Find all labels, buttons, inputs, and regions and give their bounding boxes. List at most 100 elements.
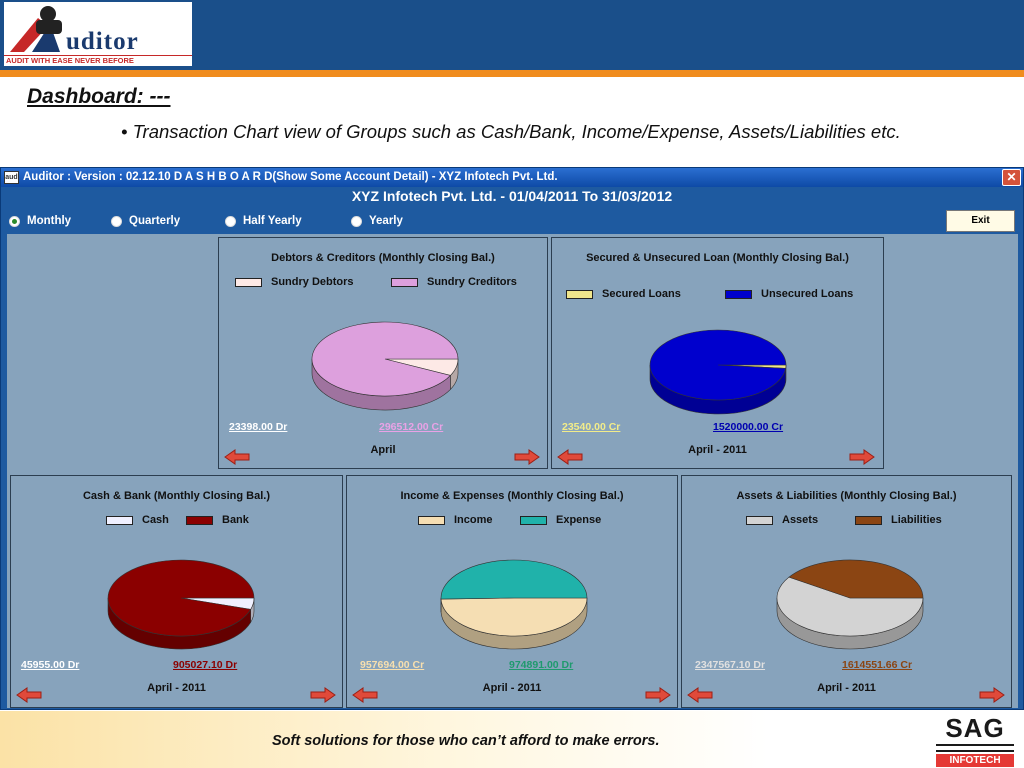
pie-chart	[776, 559, 924, 650]
legend-item: Unsecured Loans	[725, 288, 853, 300]
legend-swatch	[106, 515, 133, 525]
logo-tagline: AUDIT WITH EASE NEVER BEFORE	[4, 55, 192, 66]
radio-yearly[interactable]: Yearly	[351, 215, 403, 227]
previous-arrow-icon[interactable]	[687, 687, 713, 703]
radio-empty-icon[interactable]	[351, 215, 362, 227]
panel-title: Secured & Unsecured Loan (Monthly Closin…	[586, 252, 849, 264]
next-arrow-icon[interactable]	[979, 687, 1005, 703]
radio-selected-icon[interactable]	[9, 215, 20, 227]
sag-logo-lines	[936, 744, 1014, 752]
pie-slice-unsecured-loans[interactable]	[649, 329, 787, 401]
legend-swatch	[725, 289, 752, 299]
radio-half-yearly[interactable]: Half Yearly	[225, 215, 302, 227]
app-window: aud Auditor : Version : 02.12.10 D A S H…	[0, 167, 1024, 710]
radio-monthly[interactable]: Monthly	[9, 215, 71, 227]
amount-left[interactable]: 2347567.10 Dr	[695, 659, 766, 671]
legend-swatch	[566, 289, 593, 299]
app-icon: aud	[4, 171, 19, 184]
company-heading: XYZ Infotech Pvt. Ltd. - 01/04/2011 To 3…	[351, 188, 673, 204]
legend-swatch	[746, 515, 773, 525]
legend-label: Assets	[782, 514, 819, 526]
legend-swatch	[186, 515, 213, 525]
amount-left[interactable]: 23540.00 Cr	[562, 421, 621, 433]
legend-label: Bank	[222, 514, 249, 526]
previous-arrow-icon[interactable]	[16, 687, 42, 703]
legend-label: Sundry Creditors	[427, 276, 517, 288]
month-label: April - 2011	[817, 682, 876, 694]
amount-left[interactable]: 957694.00 Cr	[360, 659, 425, 671]
amount-right[interactable]: 905027.10 Dr	[173, 659, 238, 671]
previous-arrow-icon[interactable]	[557, 449, 583, 465]
pie-slice-sundry-creditors[interactable]	[311, 321, 459, 397]
slide-title: Dashboard: ---	[27, 85, 171, 108]
panel-secured-unsecured-loan: Secured & Unsecured Loan (Monthly Closin…	[551, 237, 884, 469]
legend-label: Liabilities	[891, 514, 942, 526]
footer-slogan: Soft solutions for those who can’t affor…	[272, 733, 660, 749]
legend-item: Income	[418, 514, 493, 526]
legend-item: Assets	[746, 514, 818, 526]
pie-slice-assets[interactable]	[776, 576, 924, 637]
legend-item: Bank	[186, 514, 249, 526]
radio-label: Quarterly	[129, 215, 181, 227]
radio-quarterly[interactable]: Quarterly	[111, 215, 180, 227]
next-arrow-icon[interactable]	[645, 687, 671, 703]
pie-chart	[649, 329, 787, 415]
amount-left[interactable]: 45955.00 Dr	[21, 659, 80, 671]
amount-right[interactable]: 1520000.00 Cr	[713, 421, 784, 433]
amount-right[interactable]: 296512.00 Cr	[379, 421, 444, 433]
month-label: April	[370, 444, 396, 456]
legend-label: Sundry Debtors	[271, 276, 354, 288]
legend-label: Secured Loans	[602, 288, 681, 300]
previous-arrow-icon[interactable]	[352, 687, 378, 703]
radio-empty-icon[interactable]	[111, 215, 122, 227]
window-title-bar[interactable]: aud Auditor : Version : 02.12.10 D A S H…	[1, 168, 1023, 187]
previous-arrow-icon[interactable]	[224, 449, 250, 465]
legend-swatch	[418, 515, 445, 525]
legend-label: Expense	[556, 514, 602, 526]
slide-header: uditor AUDIT WITH EASE NEVER BEFORE	[0, 0, 1024, 70]
exit-button[interactable]: Exit	[946, 210, 1015, 232]
legend-item: Liabilities	[855, 514, 942, 526]
legend-label: Income	[454, 514, 493, 526]
panel-title: Debtors & Creditors (Monthly Closing Bal…	[271, 252, 495, 264]
legend-label: Unsecured Loans	[761, 288, 854, 300]
logo-emblem-icon	[10, 6, 62, 52]
auditor-logo: uditor AUDIT WITH EASE NEVER BEFORE	[4, 2, 192, 66]
legend-item: Sundry Debtors	[235, 276, 354, 288]
pie-slice-expense[interactable]	[440, 559, 588, 600]
legend-item: Secured Loans	[566, 288, 681, 300]
amount-left[interactable]: 23398.00 Dr	[229, 421, 288, 433]
month-label: April - 2011	[688, 444, 747, 456]
sag-logo-word: SAG	[945, 713, 1005, 743]
legend-item: Expense	[520, 514, 601, 526]
close-button[interactable]: ✕	[1002, 169, 1021, 186]
radio-label: Half Yearly	[243, 215, 302, 227]
pie-chart	[440, 559, 588, 650]
pie-slice-liabilities[interactable]	[788, 559, 924, 599]
next-arrow-icon[interactable]	[514, 449, 540, 465]
radio-empty-icon[interactable]	[225, 215, 236, 227]
panel-title: Cash & Bank (Monthly Closing Bal.)	[82, 490, 270, 502]
legend-label: Cash	[142, 514, 169, 526]
legend-swatch	[391, 277, 418, 287]
window-title: Auditor : Version : 02.12.10 D A S H B O…	[23, 171, 558, 183]
dashboard-area: Debtors & Creditors (Monthly Closing Bal…	[7, 234, 1018, 708]
pie-chart	[107, 559, 255, 650]
logo-wordmark: uditor	[66, 28, 139, 55]
amount-right[interactable]: 974891.00 Dr	[509, 659, 574, 671]
panel-income-expenses: Income & Expenses (Monthly Closing Bal.)…	[346, 475, 678, 708]
pie-slice-bank[interactable]	[107, 559, 255, 637]
month-label: April - 2011	[482, 682, 542, 694]
amount-right[interactable]: 1614551.66 Cr	[842, 659, 913, 671]
sag-infotech-logo: SAG INFOTECH	[936, 713, 1014, 767]
next-arrow-icon[interactable]	[310, 687, 336, 703]
next-arrow-icon[interactable]	[849, 449, 875, 465]
panel-cash-bank: Cash & Bank (Monthly Closing Bal.) Cash …	[10, 475, 343, 708]
radio-label: Yearly	[369, 215, 403, 227]
sag-logo-sub: INFOTECH	[936, 754, 1014, 767]
panel-debtors-creditors: Debtors & Creditors (Monthly Closing Bal…	[218, 237, 548, 469]
legend-item: Cash	[106, 514, 169, 526]
radio-label: Monthly	[27, 215, 72, 227]
legend-swatch	[855, 515, 882, 525]
pie-slice-income[interactable]	[440, 597, 588, 637]
